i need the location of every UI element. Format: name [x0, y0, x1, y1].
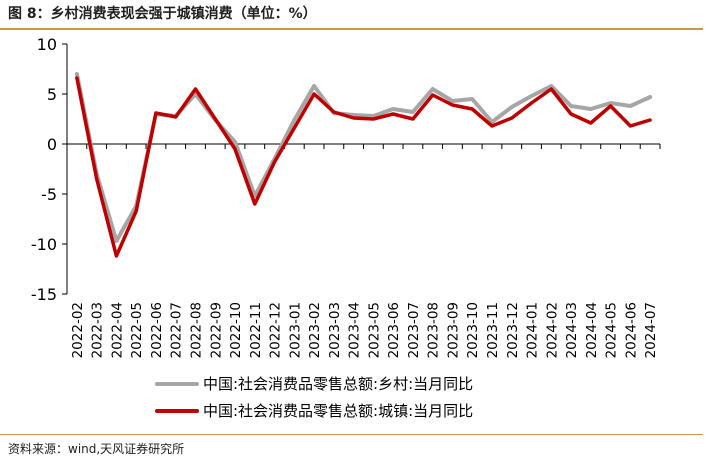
x-tick-label: 2022-06 — [149, 302, 165, 358]
x-tick-label: 2022-04 — [109, 302, 125, 358]
x-tick-label: 2023-03 — [327, 302, 343, 358]
chart-axes — [62, 43, 661, 295]
x-tick-label: 2023-08 — [426, 302, 442, 358]
source-note: 资料来源：wind,天风证券研究所 — [8, 442, 185, 456]
x-tick-label: 2023-10 — [465, 302, 481, 358]
y-tick-label: 10 — [37, 35, 57, 54]
x-tick-label: 2022-09 — [208, 302, 224, 358]
x-tick-label: 2022-08 — [188, 302, 204, 358]
x-tick-label: 2024-01 — [525, 302, 541, 358]
x-tick-label: 2023-04 — [347, 302, 363, 358]
x-tick-label: 2023-12 — [505, 302, 521, 358]
series-layer — [74, 72, 653, 258]
x-tick-label: 2023-02 — [307, 302, 323, 358]
y-tick-label: -10 — [31, 235, 57, 254]
x-tick-label: 2022-12 — [268, 302, 284, 358]
y-tick-label: -5 — [41, 185, 57, 204]
x-tick-label: 2022-05 — [129, 302, 145, 358]
y-tick-label: 0 — [47, 135, 57, 154]
x-tick-label: 2022-03 — [90, 302, 106, 358]
y-tick-label: -15 — [31, 285, 57, 304]
legend-label: 中国:社会消费品零售总额:乡村:当月同比 — [203, 375, 473, 393]
series-line-urban — [75, 76, 652, 258]
x-tick-label: 2022-02 — [70, 302, 86, 358]
series-line-rural — [74, 72, 653, 243]
y-tick-label: 5 — [47, 85, 57, 104]
x-tick-label: 2024-07 — [643, 302, 659, 358]
x-tick-label: 2024-05 — [604, 302, 620, 358]
figure-title: 图 8：乡村消费表现会强于城镇消费（单位：%） — [8, 6, 317, 22]
x-tick-label: 2024-02 — [544, 302, 560, 358]
x-tick-label: 2023-09 — [445, 302, 461, 358]
footer-divider — [0, 434, 703, 435]
x-tick-label: 2023-06 — [386, 302, 402, 358]
x-tick-label: 2024-06 — [623, 302, 639, 358]
x-tick-label: 2022-11 — [248, 302, 264, 358]
x-tick-label: 2023-05 — [366, 302, 382, 358]
x-tick-labels: 2022-02 2022-03 2022-04 2022-05 2022-06 2022-… — [70, 302, 659, 358]
x-tick-label: 2023-11 — [485, 302, 501, 358]
x-tick-label: 2024-04 — [584, 302, 600, 358]
x-tick-label: 2023-07 — [406, 302, 422, 358]
x-tick-label: 2023-01 — [287, 302, 303, 358]
x-tick-label: 2024-03 — [564, 302, 580, 358]
x-tick-label: 2022-10 — [228, 302, 244, 358]
title-divider — [0, 28, 703, 30]
y-tick-labels: 10 5 0 -5 -10 -15 — [31, 35, 57, 304]
x-tick-label: 2022-07 — [169, 302, 185, 358]
legend-label: 中国:社会消费品零售总额:城镇:当月同比 — [203, 402, 473, 420]
